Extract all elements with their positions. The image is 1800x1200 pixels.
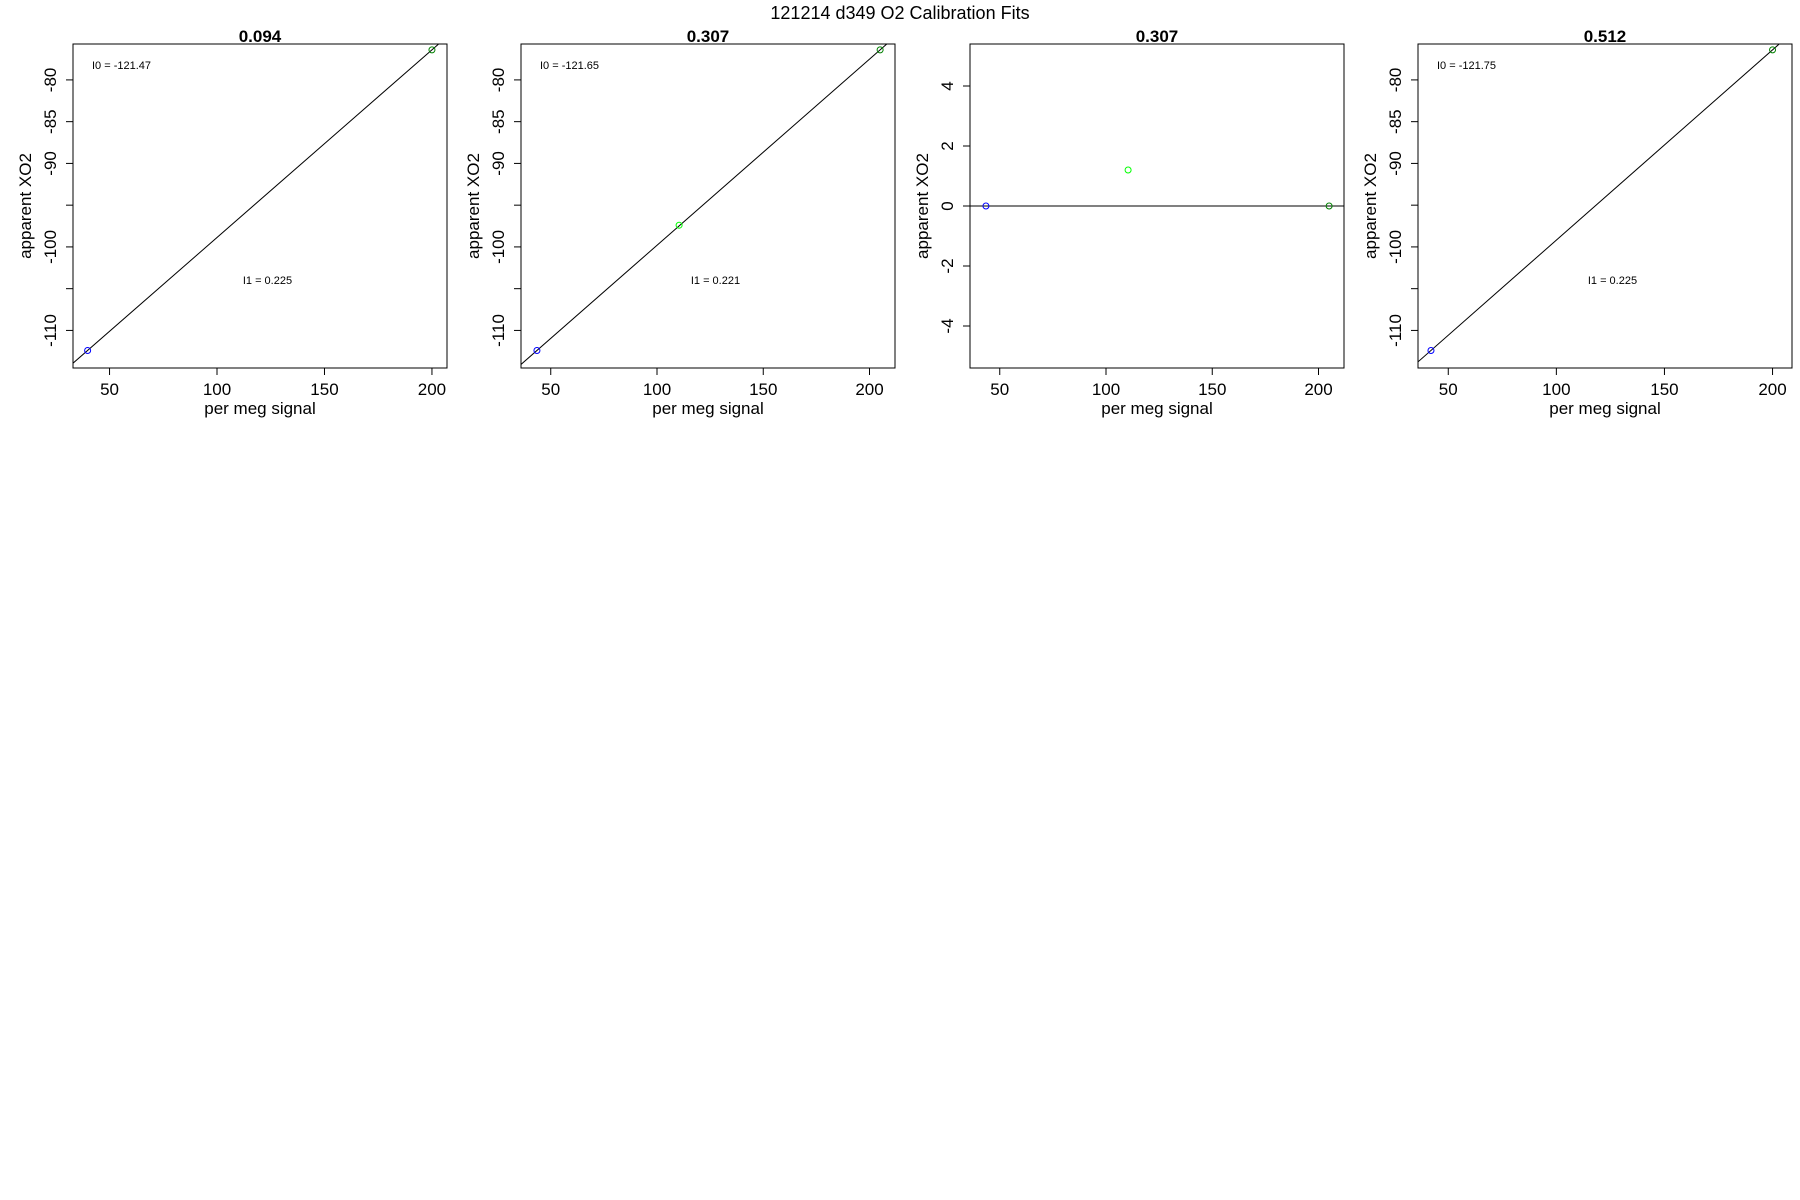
y-axis-title: apparent XO2 xyxy=(16,153,35,259)
y-tick-label: -80 xyxy=(1386,68,1405,93)
panel-title: 0.094 xyxy=(239,27,282,46)
x-tick-label: 100 xyxy=(1092,380,1120,399)
chart-panel-1: 0.094 50 100 150 200 -80 -85 -90 -100 -110 per meg… xyxy=(16,27,448,418)
x-tick-label: 50 xyxy=(990,380,1009,399)
y-tick-label: -80 xyxy=(41,68,60,93)
x-tick-label: 50 xyxy=(100,380,119,399)
x-axis-title: per meg signal xyxy=(652,399,764,418)
slope-annotation: I1 = 0.221 xyxy=(691,275,740,287)
x-tick-label: 150 xyxy=(749,380,777,399)
plot-frame xyxy=(72,43,448,369)
y-axis-title: apparent XO2 xyxy=(1361,153,1380,259)
y-tick-label: -100 xyxy=(41,230,60,264)
x-tick-label: 100 xyxy=(203,380,231,399)
x-tick-label: 150 xyxy=(1198,380,1226,399)
slope-annotation: I1 = 0.225 xyxy=(243,275,292,287)
x-axis-title: per meg signal xyxy=(1549,399,1661,418)
panel-title: 0.307 xyxy=(687,27,730,46)
y-tick-label: -80 xyxy=(489,68,508,93)
y-tick-label: -90 xyxy=(489,151,508,176)
intercept-annotation: I0 = -121.47 xyxy=(92,60,151,72)
y-tick-label: -90 xyxy=(41,151,60,176)
x-tick-label: 200 xyxy=(1304,380,1332,399)
y-tick-label: -110 xyxy=(489,314,508,347)
x-tick-label: 50 xyxy=(1439,380,1458,399)
fit-line xyxy=(521,44,888,366)
panel-title: 0.307 xyxy=(1136,27,1179,46)
panels-container: 0.094 50 100 150 200 -80 -85 -90 -100 -110 per meg… xyxy=(16,27,1793,418)
x-tick-label: 200 xyxy=(418,380,446,399)
y-axis-title: apparent XO2 xyxy=(464,153,483,259)
data-point xyxy=(1427,346,1435,354)
y-tick-label: 0 xyxy=(938,201,957,210)
x-axis-title: per meg signal xyxy=(1101,399,1213,418)
y-tick-label: -85 xyxy=(489,109,508,134)
y-tick-label: -85 xyxy=(41,109,60,134)
plot-frame xyxy=(1417,43,1793,369)
y-tick-label: -4 xyxy=(938,318,957,333)
chart-panel-3: 0.307 50 100 150 200 4 2 0 -2 -4 per meg signal app… xyxy=(913,27,1345,418)
x-axis-title: per meg signal xyxy=(204,399,316,418)
x-tick-label: 100 xyxy=(643,380,671,399)
data-point xyxy=(84,346,92,354)
fit-line xyxy=(73,44,440,364)
intercept-annotation: I0 = -121.65 xyxy=(540,60,599,72)
x-tick-label: 50 xyxy=(541,380,560,399)
chart-panel-2: 0.307 50 100 150 200 -80 -85 -90 -100 -110 per meg… xyxy=(464,27,896,418)
intercept-annotation: I0 = -121.75 xyxy=(1437,60,1496,72)
y-tick-label: 2 xyxy=(938,141,957,150)
y-tick-label: -90 xyxy=(1386,151,1405,176)
data-point xyxy=(675,221,683,229)
y-tick-label: -85 xyxy=(1386,109,1405,134)
x-tick-label: 200 xyxy=(855,380,883,399)
fit-line xyxy=(1418,44,1780,363)
chart-panel-4: 0.512 50 100 150 200 -80 -85 -90 -100 -110 per meg… xyxy=(1361,27,1793,418)
y-axis-title: apparent XO2 xyxy=(913,153,932,259)
x-tick-label: 200 xyxy=(1758,380,1786,399)
data-point xyxy=(876,46,884,54)
x-tick-label: 150 xyxy=(310,380,338,399)
data-point xyxy=(533,346,541,354)
y-tick-label: -2 xyxy=(938,258,957,273)
data-point xyxy=(1769,46,1777,54)
data-point xyxy=(982,202,990,210)
data-point xyxy=(1124,166,1132,174)
plot-frame xyxy=(520,43,896,369)
x-tick-label: 100 xyxy=(1542,380,1570,399)
y-tick-label: -100 xyxy=(489,230,508,264)
slope-annotation: I1 = 0.225 xyxy=(1588,275,1637,287)
y-tick-label: -110 xyxy=(41,314,60,347)
y-tick-label: -100 xyxy=(1386,230,1405,264)
data-point xyxy=(1325,202,1333,210)
figure-title: 121214 d349 O2 Calibration Fits xyxy=(770,3,1029,23)
y-tick-label: -110 xyxy=(1386,314,1405,347)
x-tick-label: 150 xyxy=(1650,380,1678,399)
panel-title: 0.512 xyxy=(1584,27,1627,46)
data-point xyxy=(428,46,436,54)
y-tick-label: 4 xyxy=(938,81,957,90)
